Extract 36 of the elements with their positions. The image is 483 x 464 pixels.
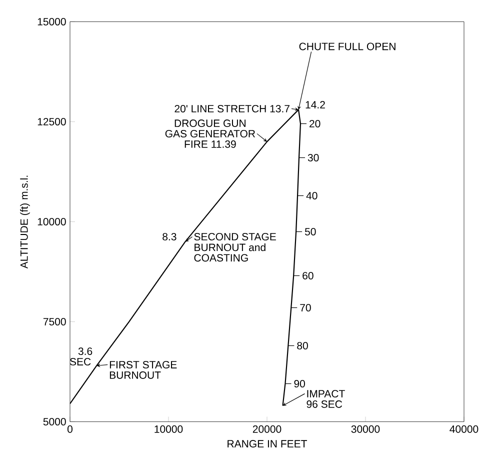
annotation: 40 (306, 192, 318, 200)
annotation: SECOND STAGE (194, 232, 276, 240)
x-tick-label: 40000 (450, 425, 478, 433)
annotation: 96 SEC (306, 400, 342, 408)
y-tick-label: 10000 (38, 218, 66, 226)
annotation: 8.3 (162, 232, 176, 240)
y-axis-title: ALTITUDE (ft) m.s.l. (20, 176, 30, 269)
annotation: GAS GENERATOR (165, 130, 256, 138)
annotation: SEC (70, 358, 91, 366)
annotation: 80 (297, 342, 308, 350)
annotation: 14.2 (306, 101, 325, 108)
y-tick-label: 15000 (38, 18, 66, 26)
x-tick-label: 0 (67, 425, 72, 433)
annotation: BURNOUT (110, 371, 161, 379)
y-tick-label: 12500 (38, 118, 66, 126)
x-tick-label: 20000 (252, 425, 282, 433)
annotation: IMPACT (307, 390, 345, 398)
annotation: FIRE 11.39 (184, 140, 236, 148)
annotation: 70 (300, 304, 311, 312)
annotation: 30 (308, 154, 319, 162)
annotation: 90 (294, 380, 305, 388)
x-tick-label: 10000 (154, 425, 183, 433)
annotation: 50 (304, 228, 316, 236)
annotation: 60 (302, 272, 314, 280)
y-tick-label: 5000 (43, 418, 66, 426)
annotation: 20 (310, 120, 320, 128)
annotation: CHUTE FULL OPEN (299, 42, 396, 50)
annotation: FIRST STAGE (110, 360, 177, 368)
x-axis-title: RANGE IN FEET (228, 440, 308, 448)
annotation: 20' LINE STRETCH 13.7 (174, 104, 290, 112)
annotation: DROGUE GUN (174, 120, 246, 127)
annotation: COASTING (194, 254, 248, 262)
annotation: BURNOUT and (194, 243, 266, 252)
annotation: 3.6 (78, 348, 92, 355)
x-tick-label: 30000 (351, 425, 380, 433)
y-tick-label: 7500 (43, 318, 66, 326)
